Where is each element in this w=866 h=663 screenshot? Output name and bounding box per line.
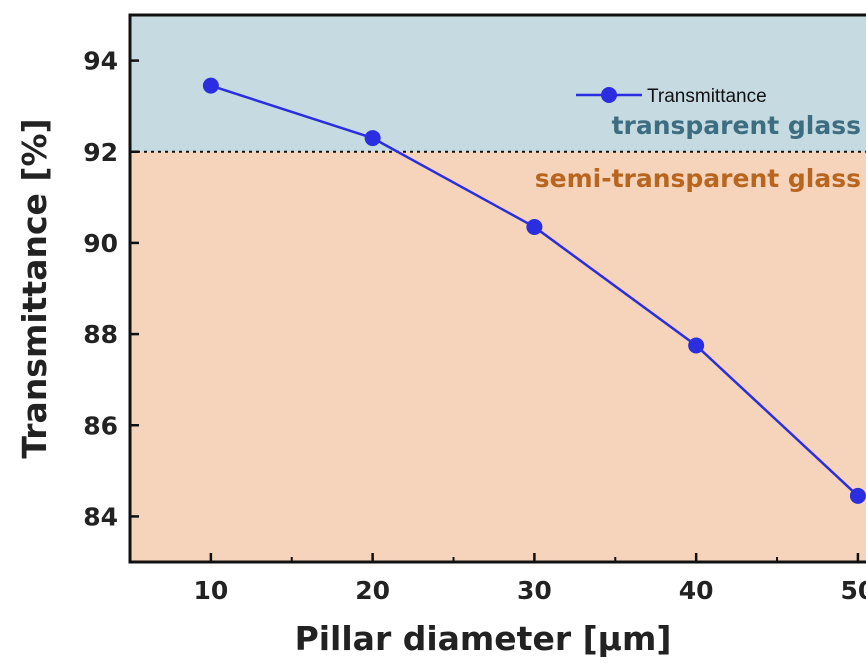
y-tick-label: 86 [83, 411, 118, 440]
region-label-semi-transparent: semi-transparent glass [535, 164, 861, 193]
data-point [688, 337, 705, 354]
legend-marker [601, 87, 617, 103]
data-point [526, 218, 543, 235]
x-tick-label: 10 [193, 576, 228, 605]
y-axis-title: Transmittance [%] [15, 118, 54, 458]
data-point [364, 130, 381, 147]
y-tick-label: 90 [83, 229, 118, 258]
y-tick-label: 84 [83, 502, 118, 531]
x-axis-title: Pillar diameter [μm] [295, 619, 672, 658]
series-layer [202, 77, 866, 504]
legend: Transmittance [576, 86, 767, 107]
semi-transparent-region [130, 151, 866, 562]
data-point [202, 77, 219, 94]
y-tick-label: 88 [83, 320, 118, 349]
plot-background [130, 15, 866, 562]
tick-labels: 10 20 30 40 50 84 86 88 90 92 94 [83, 47, 866, 605]
legend-entry-transmittance: Transmittance [647, 86, 767, 107]
x-tick-label: 20 [355, 576, 390, 605]
transparent-region [130, 15, 866, 152]
y-tick-label: 92 [83, 138, 118, 167]
region-label-transparent: transparent glass [612, 111, 861, 140]
x-tick-label: 30 [517, 576, 552, 605]
x-tick-label: 40 [679, 576, 714, 605]
x-tick-label: 50 [841, 576, 866, 605]
y-tick-label: 94 [83, 47, 118, 76]
data-point [849, 487, 866, 504]
axes [128, 13, 866, 564]
